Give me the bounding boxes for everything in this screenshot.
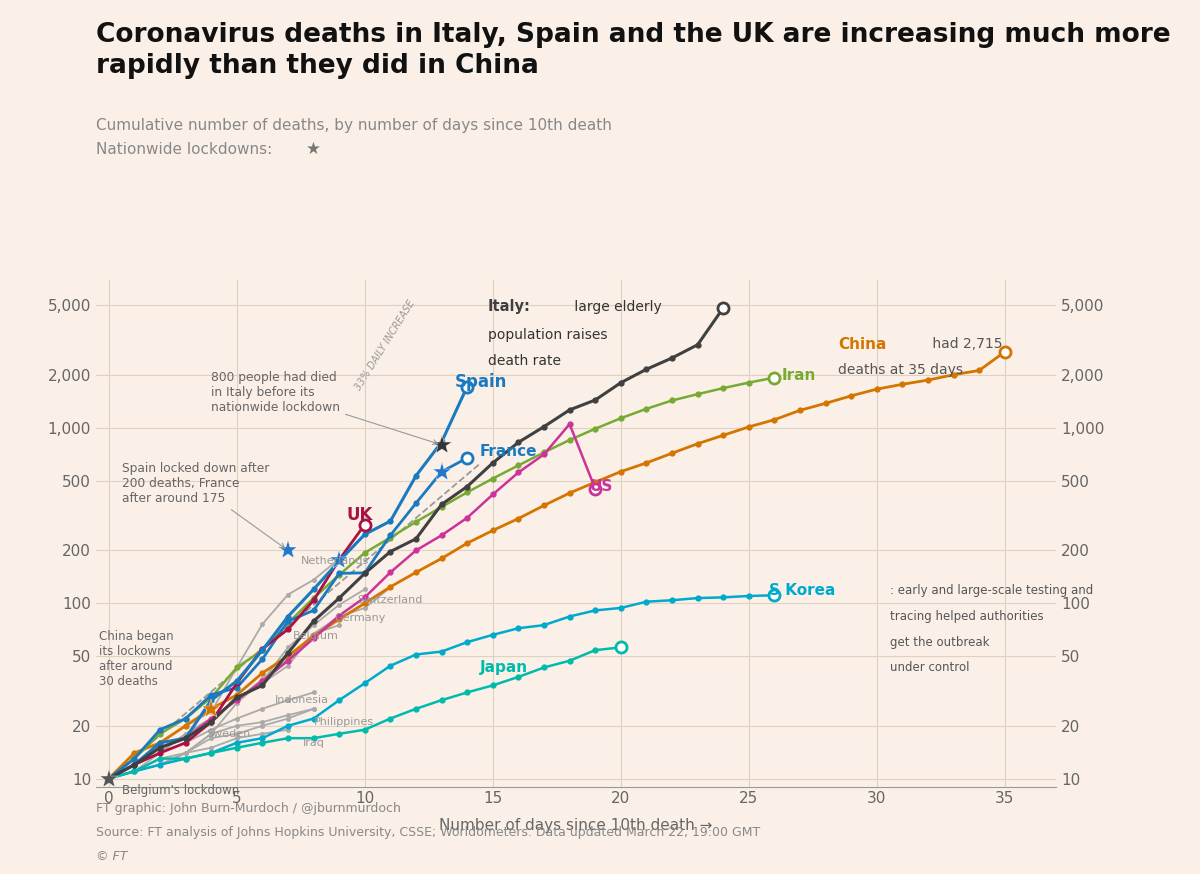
Text: 800 people had died
in Italy before its
nationwide lockdown: 800 people had died in Italy before its … [211, 371, 438, 445]
X-axis label: Number of days since 10th death →: Number of days since 10th death → [439, 817, 713, 833]
Text: © FT: © FT [96, 850, 127, 863]
Text: get the outbreak: get the outbreak [889, 635, 989, 649]
Text: large elderly: large elderly [570, 300, 661, 314]
Text: Sweden: Sweden [206, 729, 251, 739]
Text: under control: under control [889, 661, 970, 674]
Text: FT graphic: John Burn-Murdoch / @jburnmurdoch: FT graphic: John Burn-Murdoch / @jburnmu… [96, 802, 401, 815]
Text: Italy:: Italy: [487, 299, 530, 315]
Text: S Korea: S Korea [769, 583, 835, 598]
Text: ★: ★ [306, 140, 320, 158]
Text: US: US [590, 479, 613, 494]
Text: : early and large-scale testing and: : early and large-scale testing and [889, 584, 1093, 597]
Text: France: France [480, 444, 538, 460]
Text: Philippines: Philippines [313, 717, 373, 727]
Text: had 2,715: had 2,715 [928, 337, 1002, 351]
Text: Japan: Japan [480, 660, 528, 675]
Text: deaths at 35 days: deaths at 35 days [839, 363, 964, 377]
Text: China began
its lockowns
after around
30 deaths: China began its lockowns after around 30… [98, 629, 173, 688]
Text: Source: FT analysis of Johns Hopkins University, CSSE; Worldometers. Data update: Source: FT analysis of Johns Hopkins Uni… [96, 826, 761, 839]
Text: Spain: Spain [455, 373, 506, 392]
Text: Nationwide lockdowns:: Nationwide lockdowns: [96, 142, 272, 156]
Text: Iran: Iran [782, 368, 816, 383]
Text: Indonesia: Indonesia [275, 695, 329, 705]
Text: tracing helped authorities: tracing helped authorities [889, 610, 1043, 623]
Text: Netherlands: Netherlands [301, 556, 370, 565]
Text: 33% DAILY INCREASE: 33% DAILY INCREASE [354, 298, 418, 392]
Text: Belgium's lockdown: Belgium's lockdown [121, 784, 239, 797]
Text: population raises: population raises [487, 328, 607, 342]
Text: China: China [839, 336, 887, 351]
Text: Switzerland: Switzerland [358, 594, 422, 605]
Text: Coronavirus deaths in Italy, Spain and the UK are increasing much more
rapidly t: Coronavirus deaths in Italy, Spain and t… [96, 22, 1171, 79]
Text: Spain locked down after
200 deaths, France
after around 175: Spain locked down after 200 deaths, Fran… [121, 462, 284, 548]
Text: Cumulative number of deaths, by number of days since 10th death: Cumulative number of deaths, by number o… [96, 118, 612, 133]
Text: UK: UK [347, 506, 373, 524]
Text: Germany: Germany [334, 614, 385, 623]
Text: Iraq: Iraq [304, 738, 325, 748]
Text: death rate: death rate [487, 354, 560, 368]
Text: Belgium: Belgium [293, 631, 338, 641]
